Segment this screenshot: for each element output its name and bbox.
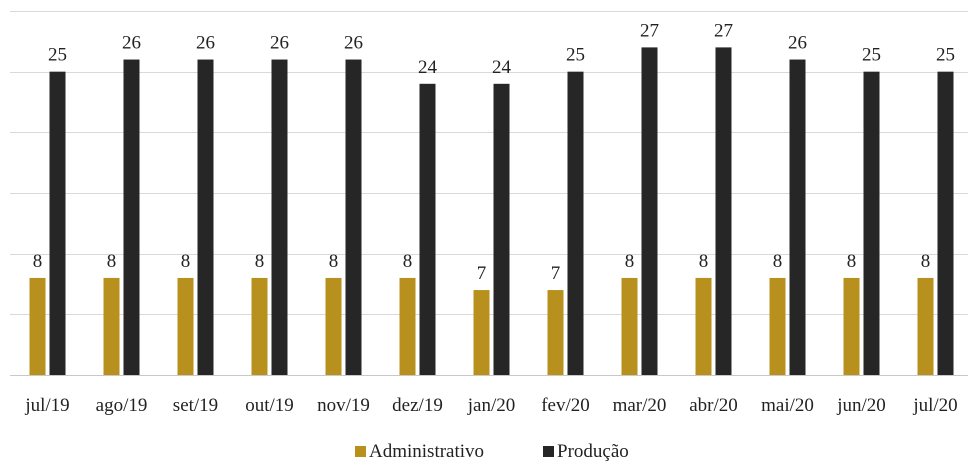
bar-administrativo-ago-19 — [103, 277, 120, 375]
data-label: 25 — [936, 45, 955, 66]
data-label: 26 — [196, 33, 215, 54]
data-label: 8 — [773, 251, 783, 272]
x-tick-label: jun/20 — [836, 395, 886, 416]
data-label: 7 — [477, 263, 487, 284]
bar-administrativo-jan-20 — [473, 290, 490, 375]
x-tick-label: out/19 — [245, 395, 294, 416]
bar-producao-fev-20 — [567, 71, 584, 376]
x-tick-label: fev/20 — [541, 395, 590, 416]
value-labels: 8 25 8 26 8 26 8 26 8 26 8 24 7 24 7 25 8 27 8 27 8 26 8 25 8 25 — [33, 20, 955, 284]
data-label: 24 — [418, 57, 438, 78]
data-label: 25 — [862, 45, 881, 66]
legend-swatch — [355, 446, 366, 457]
data-label: 8 — [625, 251, 635, 272]
bar-administrativo-jul-19 — [29, 277, 46, 375]
bar-administrativo-jun-20 — [843, 277, 860, 375]
gridlines — [10, 11, 968, 376]
data-label: 8 — [699, 251, 709, 272]
data-label: 8 — [181, 251, 191, 272]
data-label: 25 — [48, 45, 67, 66]
bar-administrativo-nov-19 — [325, 277, 342, 375]
data-label: 26 — [788, 33, 807, 54]
data-label: 8 — [847, 251, 857, 272]
bar-administrativo-dez-19 — [399, 277, 416, 375]
bar-administrativo-set-19 — [177, 277, 194, 375]
bar-producao-jan-20 — [493, 83, 510, 376]
x-tick-label: ago/19 — [96, 395, 148, 416]
data-label: 8 — [921, 251, 931, 272]
bar-administrativo-jul-20 — [917, 277, 934, 375]
bars — [29, 47, 954, 376]
bar-producao-mar-20 — [641, 47, 658, 376]
data-label: 26 — [344, 33, 363, 54]
bar-producao-set-19 — [197, 59, 214, 376]
data-label: 26 — [270, 33, 289, 54]
bar-producao-jun-20 — [863, 71, 880, 376]
data-label: 24 — [492, 57, 512, 78]
bar-producao-mai-20 — [789, 59, 806, 376]
data-label: 26 — [122, 33, 141, 54]
x-axis-ticks: jul/19 ago/19 set/19 out/19 nov/19 dez/19 jan/… — [24, 395, 957, 416]
data-label: 27 — [714, 20, 733, 41]
bar-producao-ago-19 — [123, 59, 140, 376]
bar-producao-jul-19 — [49, 71, 66, 376]
x-tick-label: abr/20 — [689, 395, 738, 416]
data-label: 7 — [551, 263, 561, 284]
bar-administrativo-out-19 — [251, 277, 268, 375]
x-tick-label: jan/20 — [467, 395, 516, 416]
x-tick-label: mai/20 — [761, 395, 814, 416]
bar-producao-jul-20 — [937, 71, 954, 376]
bar-administrativo-abr-20 — [695, 277, 712, 375]
data-label: 8 — [403, 251, 413, 272]
bar-producao-abr-20 — [715, 47, 732, 376]
legend-label: Administrativo — [369, 441, 484, 462]
x-tick-label: nov/19 — [317, 395, 370, 416]
x-tick-label: dez/19 — [392, 395, 443, 416]
x-tick-label: jul/20 — [912, 395, 957, 416]
data-label: 8 — [255, 251, 265, 272]
x-tick-label: jul/19 — [24, 395, 69, 416]
legend-label: Produção — [557, 441, 629, 462]
bar-administrativo-mar-20 — [621, 277, 638, 375]
bar-producao-dez-19 — [419, 83, 436, 376]
bar-administrativo-fev-20 — [547, 290, 564, 375]
data-label: 8 — [107, 251, 117, 272]
bar-administrativo-mai-20 — [769, 277, 786, 375]
data-label: 8 — [329, 251, 339, 272]
bar-producao-out-19 — [271, 59, 288, 376]
x-tick-label: mar/20 — [613, 395, 667, 416]
data-label: 8 — [33, 251, 43, 272]
legend: Administrativo Produção — [355, 441, 629, 462]
bar-producao-nov-19 — [345, 59, 362, 376]
data-label: 27 — [640, 20, 659, 41]
x-tick-label: set/19 — [173, 395, 218, 416]
data-label: 25 — [566, 45, 585, 66]
legend-swatch — [543, 446, 554, 457]
